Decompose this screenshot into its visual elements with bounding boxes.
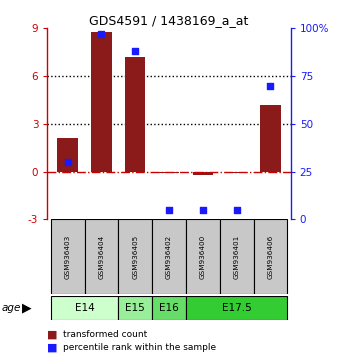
- Text: ■: ■: [47, 343, 58, 353]
- Point: [65, 159, 70, 165]
- Text: percentile rank within the sample: percentile rank within the sample: [63, 343, 216, 352]
- Point: [99, 31, 104, 37]
- Text: E17.5: E17.5: [222, 303, 251, 313]
- Bar: [118, 296, 152, 320]
- Text: E15: E15: [125, 303, 145, 313]
- Text: GSM936405: GSM936405: [132, 234, 138, 279]
- Point: [132, 48, 138, 54]
- Bar: [186, 296, 287, 320]
- Bar: [254, 219, 287, 294]
- Bar: [186, 219, 220, 294]
- Text: GSM936401: GSM936401: [234, 234, 240, 279]
- Text: ■: ■: [47, 330, 58, 339]
- Point: [166, 207, 172, 213]
- Bar: [51, 296, 118, 320]
- Bar: [220, 219, 254, 294]
- Bar: [193, 172, 213, 175]
- Point: [268, 83, 273, 88]
- Bar: [260, 105, 281, 172]
- Text: transformed count: transformed count: [63, 330, 147, 339]
- Bar: [57, 138, 78, 172]
- Text: GSM936402: GSM936402: [166, 234, 172, 279]
- Bar: [159, 172, 179, 173]
- Bar: [91, 32, 112, 172]
- Point: [234, 207, 239, 213]
- Bar: [152, 219, 186, 294]
- Bar: [125, 57, 145, 172]
- Text: E14: E14: [75, 303, 94, 313]
- Bar: [84, 219, 118, 294]
- Text: GSM936403: GSM936403: [65, 234, 71, 279]
- Bar: [51, 219, 84, 294]
- Text: GSM936400: GSM936400: [200, 234, 206, 279]
- Text: ▶: ▶: [22, 302, 31, 314]
- Text: age: age: [2, 303, 21, 313]
- Bar: [118, 219, 152, 294]
- Text: GSM936406: GSM936406: [267, 234, 273, 279]
- Bar: [226, 172, 247, 173]
- Point: [200, 207, 206, 213]
- Title: GDS4591 / 1438169_a_at: GDS4591 / 1438169_a_at: [89, 14, 249, 27]
- Bar: [152, 296, 186, 320]
- Text: GSM936404: GSM936404: [98, 234, 104, 279]
- Text: E16: E16: [159, 303, 179, 313]
